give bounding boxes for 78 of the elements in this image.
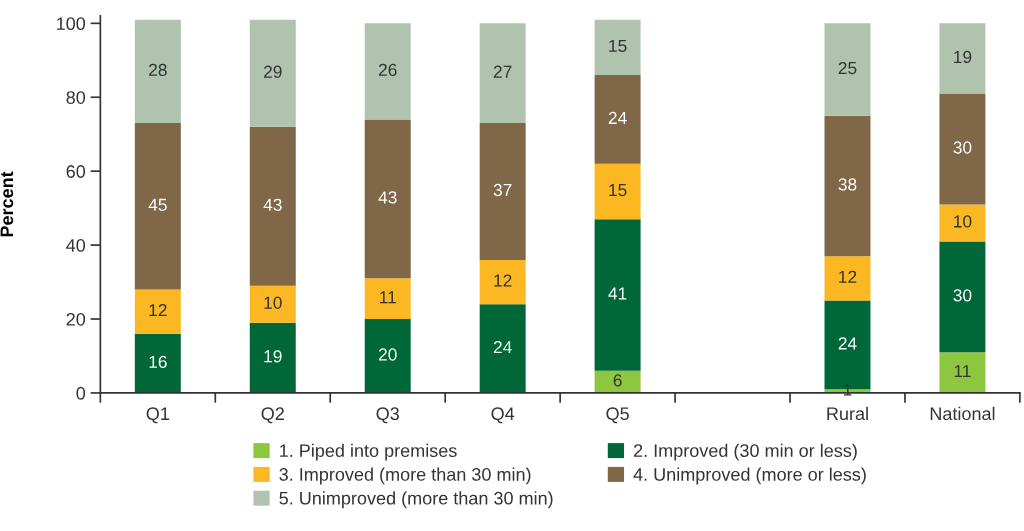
bar xyxy=(479,23,526,124)
data-label: 43 xyxy=(263,198,282,211)
data-label: 19 xyxy=(954,50,972,64)
data-label: 30 xyxy=(953,141,972,154)
bar xyxy=(249,19,296,127)
bar xyxy=(364,319,411,393)
bar xyxy=(134,123,181,290)
legend-label: 3. Improved (more than 30 min) xyxy=(279,467,531,485)
data-label: 12 xyxy=(839,270,857,283)
data-label: 6 xyxy=(613,374,622,387)
data-label: 38 xyxy=(838,178,857,191)
bar xyxy=(479,123,526,260)
data-label: 30 xyxy=(953,289,972,302)
legend-label: 2. Improved (30 min or less) xyxy=(633,443,857,461)
data-label: 24 xyxy=(608,111,627,124)
x-tick-label: Q4 xyxy=(491,407,515,424)
data-label: 29 xyxy=(263,65,282,78)
y-tick-label: 20 xyxy=(66,312,86,326)
bar xyxy=(939,241,986,353)
bar xyxy=(824,256,871,301)
bar xyxy=(824,115,871,257)
bar xyxy=(134,19,181,124)
data-label: 12 xyxy=(149,303,167,317)
bar xyxy=(364,23,411,120)
y-axis-title: Percent xyxy=(0,171,14,237)
bar xyxy=(364,119,411,279)
data-label: 20 xyxy=(378,348,397,361)
bar xyxy=(249,126,296,286)
bar xyxy=(134,333,181,393)
data-label: 12 xyxy=(494,274,512,287)
data-label: 15 xyxy=(609,184,627,197)
x-tick-label: Q5 xyxy=(606,407,629,424)
bar xyxy=(594,163,641,220)
data-label: 19 xyxy=(264,350,282,363)
bar xyxy=(479,259,526,305)
x-tick-label: Q2 xyxy=(261,407,284,424)
data-label: 11 xyxy=(380,291,396,304)
data-label: 27 xyxy=(493,65,512,78)
bar xyxy=(939,93,986,205)
legend-label: 5. Unimproved (more than 30 min) xyxy=(279,491,553,509)
bar xyxy=(249,322,296,393)
bar xyxy=(939,204,986,242)
data-label: 28 xyxy=(149,63,167,77)
bar xyxy=(249,285,296,323)
data-label: 43 xyxy=(378,191,397,204)
bar xyxy=(594,19,641,76)
data-label: 10 xyxy=(264,296,282,309)
x-tick-label: National xyxy=(930,406,995,421)
data-label: 15 xyxy=(609,39,627,53)
y-tick-label: 80 xyxy=(66,91,86,104)
bar xyxy=(364,278,411,320)
data-label: 10 xyxy=(954,215,972,228)
x-tick-label: Q3 xyxy=(376,407,399,424)
legend-label: 1. Piped into premises xyxy=(280,443,457,461)
data-label: 26 xyxy=(378,63,397,77)
data-label: 11 xyxy=(954,365,971,378)
x-tick-label: Rural xyxy=(827,406,868,421)
bar xyxy=(824,23,871,116)
bar xyxy=(134,289,181,334)
data-label: 37 xyxy=(493,183,512,197)
y-tick-label: 100 xyxy=(57,17,86,31)
x-tick-label: Q1 xyxy=(146,407,169,424)
data-label: 24 xyxy=(493,340,512,354)
bar xyxy=(939,352,986,393)
legend-label: 4. Unimproved (more or less) xyxy=(633,467,866,485)
y-tick-label: 0 xyxy=(76,386,86,400)
bar xyxy=(594,75,641,164)
bar xyxy=(594,370,641,393)
data-label: 16 xyxy=(149,355,167,369)
bar xyxy=(594,219,641,371)
data-label: 25 xyxy=(838,61,857,75)
data-label: 24 xyxy=(838,337,857,350)
bar xyxy=(939,23,986,94)
y-tick-label: 40 xyxy=(66,239,86,252)
y-tick-label: 60 xyxy=(66,165,86,178)
bar xyxy=(479,304,526,393)
data-label: 41 xyxy=(608,287,627,300)
data-label: 45 xyxy=(148,198,167,211)
